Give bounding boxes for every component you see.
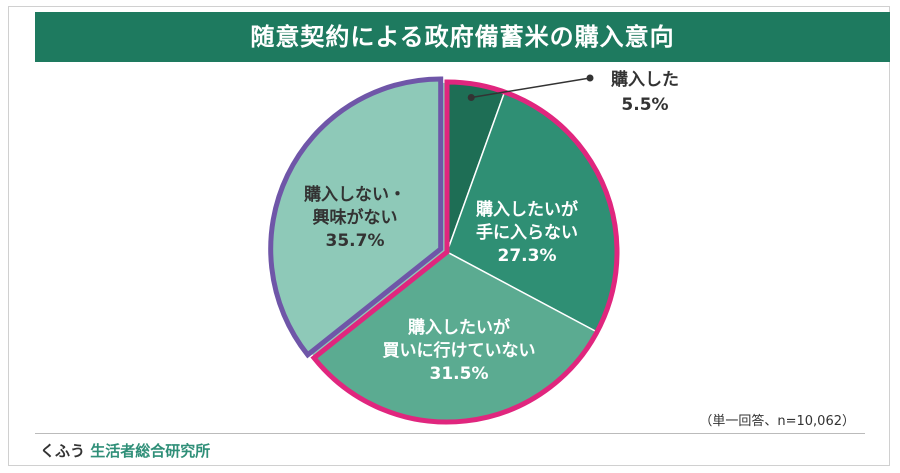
brand-prefix: くふう [40,442,86,460]
sample-note: （単一回答、n=10,062） [699,414,855,429]
chart-title: 随意契約による政府備蓄米の購入意向 [250,23,675,51]
slice-category-label: 買いに行けていない [383,340,536,361]
slice-category-label: 手に入らない [476,222,578,243]
slice-category-label: 興味がない [313,207,398,228]
slice-category-label: 購入したいが [476,199,578,220]
slice-category-label: 購入しない・ [304,184,406,205]
brand-logo: くふう 生活者総合研究所 [40,440,210,461]
footer-divider [35,433,865,434]
slice-value-label: 31.5% [430,364,489,384]
leader-dot-end [586,74,594,82]
slice-value-label: 27.3% [498,246,557,266]
slice-value-label: 5.5% [621,95,668,115]
slice-category-label: 購入した [611,69,679,90]
slice-category-label: 購入したいが [408,317,510,338]
title-banner: 随意契約による政府備蓄米の購入意向 [35,12,890,62]
slice-value-label: 35.7% [326,231,385,251]
brand-suffix: 生活者総合研究所 [90,442,211,460]
highlight-outline-purple [268,76,444,359]
leader-line [471,77,591,99]
highlight-outline-pink [310,79,620,425]
